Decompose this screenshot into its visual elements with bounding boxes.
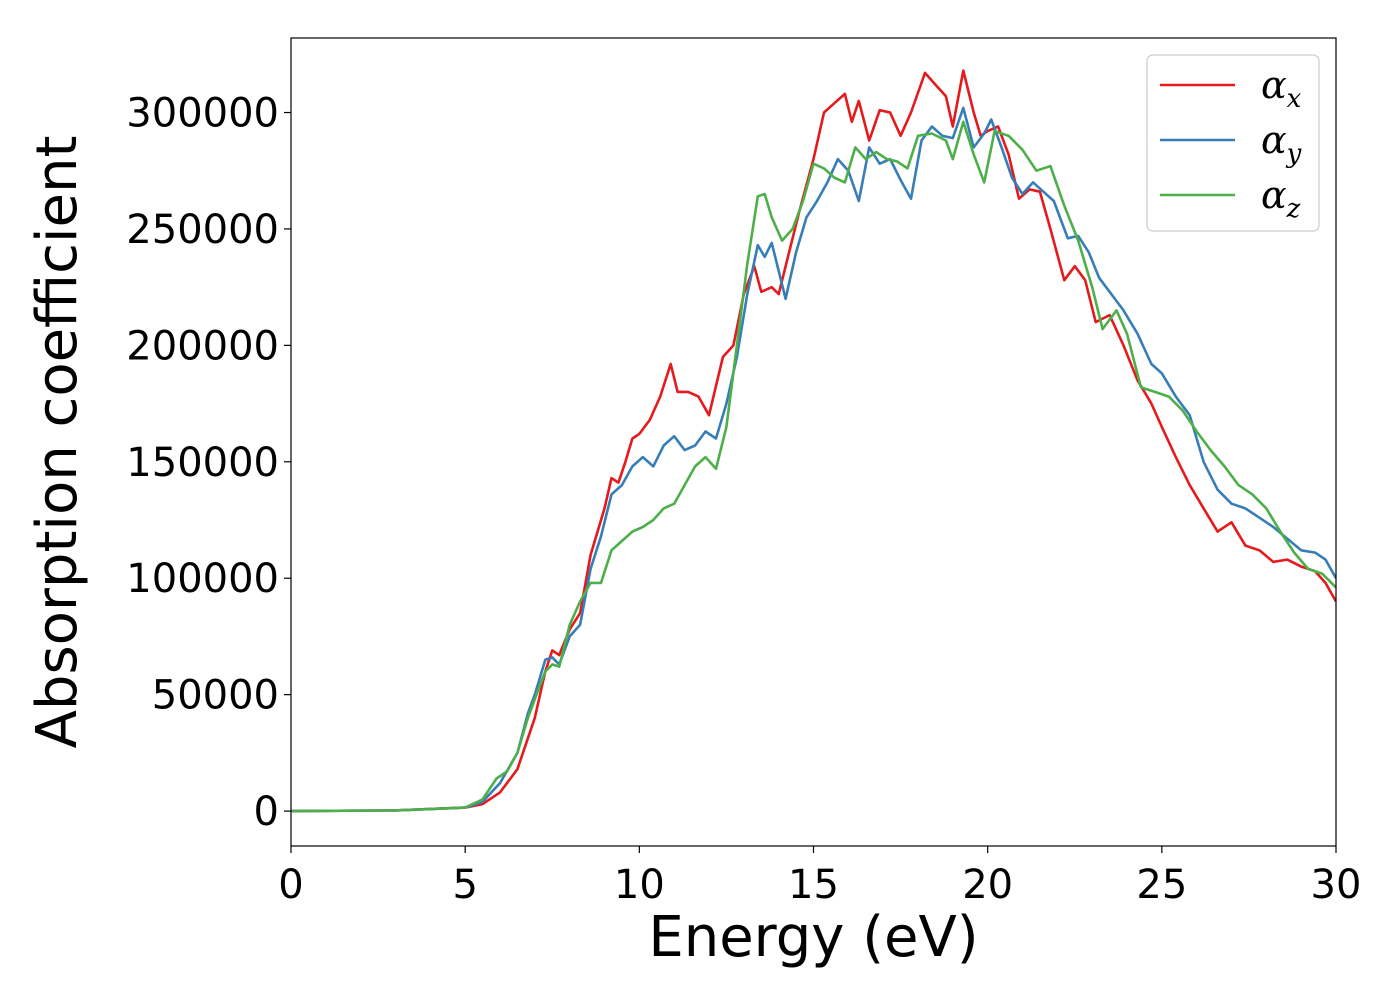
x-tick-label: 20 [962, 862, 1013, 908]
series-line-3 [291, 120, 1336, 813]
y-tick-label: 150000 [126, 440, 279, 486]
y-axis-title: Absorption coefficient [25, 136, 90, 749]
x-tick-label: 0 [278, 862, 303, 908]
x-tick-label: 5 [452, 862, 477, 908]
x-axis-title: Energy (eV) [648, 905, 978, 970]
y-tick-label: 300000 [126, 91, 279, 137]
series-layer [291, 69, 1336, 813]
series-line-1 [291, 69, 1336, 813]
x-tick-label: 25 [1136, 862, 1187, 908]
x-axis: 0 5 10 15 20 25 30 [278, 846, 1361, 908]
x-tick-label: 30 [1311, 862, 1362, 908]
series-line-2 [291, 106, 1336, 813]
y-tick-label: 0 [254, 789, 279, 835]
y-axis: 0 50000 100000 150000 200000 250000 300000 [126, 91, 291, 835]
x-tick-label: 10 [614, 862, 665, 908]
legend-box [1146, 54, 1320, 232]
y-tick-label: 200000 [126, 323, 279, 369]
x-tick-label: 15 [788, 862, 839, 908]
y-tick-label: 250000 [126, 207, 279, 253]
y-tick-label: 100000 [126, 556, 279, 602]
y-tick-label: 50000 [152, 673, 279, 719]
